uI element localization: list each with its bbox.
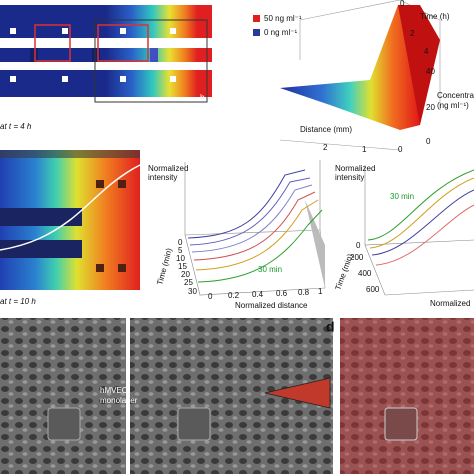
tick-label: 40	[426, 67, 435, 76]
device-image	[0, 5, 212, 103]
panel-letter: d	[326, 319, 335, 335]
axis-label: Distance (mm)	[300, 125, 352, 134]
tick-label: 0	[178, 238, 183, 247]
legend-label: 50 ng ml⁻¹	[264, 14, 302, 23]
chart-frame	[364, 165, 474, 296]
time-label: at t = 4 h	[0, 122, 32, 131]
tick-label: 15	[178, 262, 187, 271]
time-label: at t = 10 h	[0, 297, 36, 306]
tick-label: 30	[188, 287, 197, 296]
shade	[305, 200, 325, 288]
intensity-curves	[367, 169, 474, 266]
axis-label: Time (min)	[333, 252, 355, 291]
cell-label: monolayer	[100, 396, 138, 405]
tick-label: 0	[208, 292, 213, 301]
surface	[280, 5, 420, 130]
tick-label: 20	[181, 270, 190, 279]
tick-label: 200	[350, 253, 364, 262]
tick-label: 2	[410, 29, 415, 38]
tick-label: 600	[366, 285, 380, 294]
tick-label: 5	[178, 246, 183, 255]
annotation: 30 min	[390, 192, 414, 201]
legend-label: 0 ng ml⁻¹	[264, 28, 297, 37]
axis-label: Concentration	[437, 91, 474, 100]
tick-label: 0	[398, 145, 403, 154]
intensity-curves	[187, 169, 323, 283]
axis-label: Normalized	[430, 299, 470, 308]
surface-edge	[398, 5, 440, 125]
tick-label: 2	[323, 143, 328, 152]
tick-label: 1	[318, 287, 323, 296]
tick-label: 400	[358, 269, 372, 278]
cell-label: hMVEC	[100, 386, 128, 395]
micrographs	[0, 318, 474, 474]
tick-label: 0.6	[276, 289, 288, 298]
axis-label: intensity	[335, 173, 364, 182]
axis-label: Normalized distance	[235, 301, 308, 310]
roi-label: c	[30, 39, 34, 48]
roi-label: b	[200, 93, 205, 102]
annotation: 30 min	[258, 265, 282, 274]
tick-label: 0.2	[228, 291, 240, 300]
tick-label: 10	[176, 254, 185, 263]
tick-label: 0	[426, 137, 431, 146]
axis-label: Time (h)	[420, 12, 450, 21]
tick-label: 0	[356, 241, 361, 250]
tick-label: 4	[424, 47, 429, 56]
tick-label: 0	[400, 0, 405, 8]
axis-label: Time (min)	[155, 247, 174, 286]
tick-label: 0.4	[252, 290, 264, 299]
axis-label: Normalized	[148, 164, 188, 173]
chart-frame	[184, 160, 326, 296]
gradient-image	[0, 150, 141, 290]
tick-label: 0.8	[298, 288, 310, 297]
tick-label: 20	[426, 103, 435, 112]
legend-swatch	[253, 15, 260, 22]
axis-label: intensity	[148, 173, 177, 182]
tick-label: 1	[362, 145, 367, 154]
axis-label: Normalized	[335, 164, 375, 173]
axis-label: (ng ml⁻¹)	[437, 101, 469, 110]
tick-label: 25	[184, 278, 193, 287]
legend-swatch	[253, 29, 260, 36]
